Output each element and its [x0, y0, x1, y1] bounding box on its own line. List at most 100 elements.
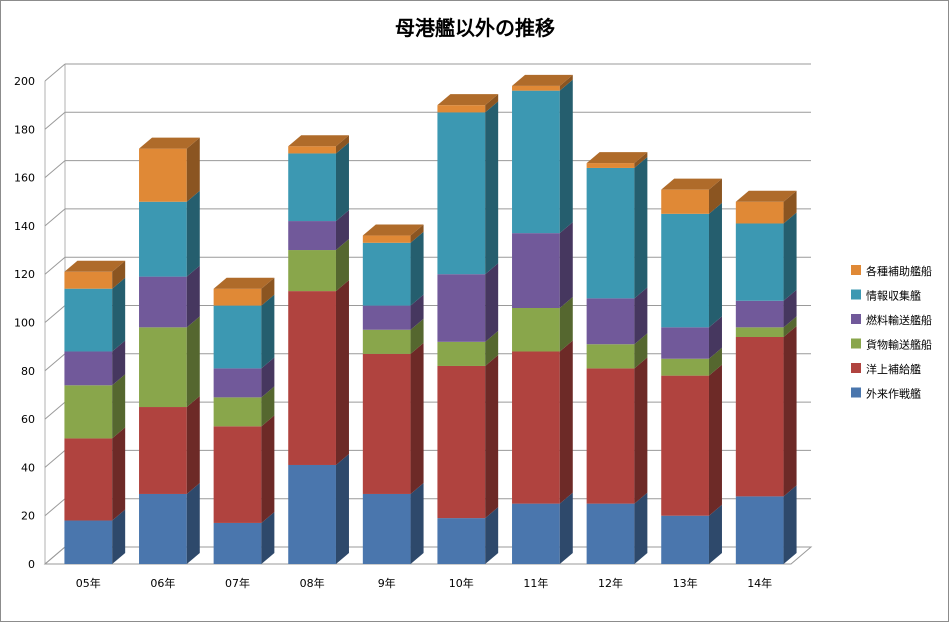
bar-segment: [213, 397, 262, 427]
bar-segment-side: [261, 415, 275, 523]
bar-segment: [661, 358, 709, 376]
bar-segment-side: [261, 277, 275, 306]
gridline-diagonal: [44, 111, 66, 130]
x-tick-label: 10年: [449, 576, 474, 590]
y-tick-label: 60: [21, 413, 35, 426]
bar-segment: [437, 518, 486, 564]
gridline-diagonal: [44, 160, 66, 178]
x-tick-label: 07年: [225, 576, 250, 590]
bar-segment: [735, 336, 784, 497]
bar-segment-side: [112, 509, 126, 564]
bar-segment-side: [708, 504, 722, 564]
legend-label: 洋上補給艦: [866, 362, 921, 376]
bar-segment: [139, 201, 187, 277]
bars: [64, 74, 797, 564]
bar-segment: [586, 503, 635, 564]
x-tick-label: 13年: [673, 576, 698, 590]
gridline-diagonal: [44, 450, 66, 468]
bar-segment: [586, 344, 635, 369]
bar-segment: [512, 308, 560, 352]
bar-segment: [661, 327, 709, 359]
bar-segment: [362, 235, 411, 243]
bar-segment-top: [362, 224, 424, 236]
bar-segment-side: [186, 137, 200, 202]
gridline-diagonal: [44, 353, 66, 372]
bar-segment: [437, 365, 486, 519]
bar-segment-top: [586, 152, 648, 164]
x-tick-label: 14年: [747, 576, 772, 590]
gridline-diagonal: [44, 63, 66, 82]
bar-segment: [288, 250, 336, 292]
bar-segment: [735, 223, 784, 301]
bar-segment-side: [186, 316, 200, 408]
bar-segment: [64, 438, 113, 521]
y-tick-label: 0: [28, 558, 35, 571]
y-tick-label: 80: [21, 365, 35, 378]
bar-segment-side: [335, 142, 349, 222]
x-tick-label: 11年: [523, 576, 548, 590]
gridline-diagonal: [44, 546, 66, 565]
legend-label: 燃料輸送艦船: [866, 313, 932, 327]
gridline-diagonal: [44, 256, 66, 275]
bar-segment: [288, 464, 336, 564]
bar-segment-side: [261, 386, 275, 427]
legend-label: 貨物輸送艦船: [866, 338, 932, 352]
bar-segment: [661, 189, 709, 214]
bar-segment: [437, 105, 486, 113]
bar-segment: [661, 375, 709, 516]
legend-swatch: [851, 314, 861, 324]
legend-label: 各種補助艦船: [866, 264, 932, 278]
bar-segment: [735, 327, 784, 337]
bar-segment-top: [213, 277, 275, 289]
y-tick-label: 180: [14, 123, 35, 136]
bar-segment-side: [559, 74, 573, 91]
bar-segment: [288, 146, 336, 154]
bar-segment-side: [261, 357, 275, 398]
bar-segment: [437, 274, 486, 342]
bar-segment-side: [112, 277, 126, 352]
bar-segment-side: [261, 511, 275, 564]
bar-segment: [735, 496, 784, 564]
y-tick-label: 40: [21, 461, 35, 474]
bar-segment: [213, 522, 262, 564]
bar-segment-side: [485, 330, 499, 366]
bar-segment: [139, 148, 187, 202]
bar-segment-side: [634, 287, 648, 345]
bar-segment-side: [559, 340, 573, 504]
bar-segment-side: [112, 427, 126, 521]
bar-segment-side: [634, 156, 648, 299]
bar-segment: [512, 90, 560, 234]
bar-segment-side: [335, 239, 349, 292]
bar-segment: [437, 341, 486, 366]
bar-segment: [586, 298, 635, 345]
bar-segment: [64, 385, 113, 439]
legend-swatch: [851, 265, 861, 275]
bar-segment-side: [335, 135, 349, 154]
bar-segment-side: [410, 482, 424, 564]
bar-segment: [64, 271, 113, 289]
y-tick-label: 160: [14, 172, 35, 185]
y-axis-tick-labels: 0 20 40 60 80 100 120 140 160 180 200: [14, 75, 35, 571]
bar-segment-side: [559, 222, 573, 309]
bar-segment-top: [661, 178, 722, 190]
bar-segment-side: [186, 190, 200, 277]
bar-segment-side: [261, 294, 275, 369]
legend-swatch: [851, 289, 861, 300]
x-tick-label: 9年: [378, 576, 396, 590]
bar-segment-side: [485, 354, 499, 519]
bar-segment-side: [708, 347, 722, 376]
bar-segment-side: [783, 325, 797, 497]
bar-segment: [512, 233, 560, 309]
bar-segment: [512, 85, 560, 91]
bar-segment: [362, 242, 411, 306]
x-axis-tick-labels: 05年 06年 07年 08年 9年 10年 11年 12年 13年 14年: [76, 576, 772, 590]
bar-segment: [512, 351, 560, 504]
bar-segment-top: [64, 260, 126, 272]
gridline-diagonal: [44, 401, 66, 420]
bar-segment-side: [485, 507, 499, 564]
bar-segment: [213, 368, 262, 398]
bar-segment-side: [708, 364, 722, 516]
gridline-diagonal: [44, 208, 66, 227]
bar-segment-side: [634, 357, 648, 504]
